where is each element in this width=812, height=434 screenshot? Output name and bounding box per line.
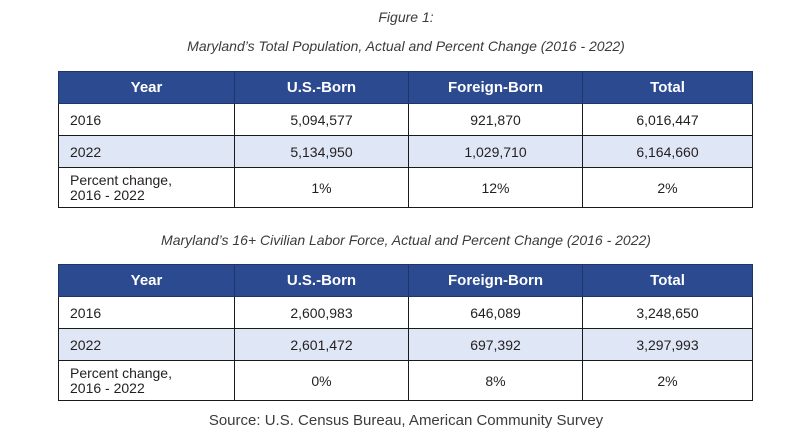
table-title-population: Maryland’s Total Population, Actual and … [187,38,625,54]
population-table: Year U.S.-Born Foreign-Born Total 2016 5… [58,71,753,208]
cell-total: 3,297,993 [582,328,753,361]
labor-force-table: Year U.S.-Born Foreign-Born Total 2016 2… [58,264,753,401]
cell-foreign-born: 921,870 [408,103,583,136]
figure-label: Figure 1: [378,9,434,25]
column-header-year: Year [58,71,235,104]
column-header-total: Total [582,71,753,104]
cell-us-born: 2,601,472 [234,328,409,361]
percent-change-label: Percent change, [70,365,172,381]
table-header-row: Year U.S.-Born Foreign-Born Total [58,71,753,104]
table-row-percent-change: Percent change, 2016 - 2022 1% 12% 2% [58,167,753,208]
cell-year: 2016 [58,103,235,136]
cell-foreign-born: 12% [408,167,583,208]
column-header-total: Total [582,264,753,297]
cell-year: 2022 [58,328,235,361]
cell-foreign-born: 1,029,710 [408,135,583,168]
column-header-us-born: U.S.-Born [234,71,409,104]
cell-year: 2022 [58,135,235,168]
cell-foreign-born: 697,392 [408,328,583,361]
cell-total: 2% [582,167,753,208]
percent-change-label: Percent change, [70,172,172,188]
cell-us-born: 2,600,983 [234,296,409,329]
column-header-us-born: U.S.-Born [234,264,409,297]
percent-change-range: 2016 - 2022 [70,380,145,396]
cell-us-born: 1% [234,167,409,208]
table-row: 2016 2,600,983 646,089 3,248,650 [58,296,753,329]
column-header-foreign-born: Foreign-Born [408,264,583,297]
cell-total: 3,248,650 [582,296,753,329]
column-header-foreign-born: Foreign-Born [408,71,583,104]
cell-total: 2% [582,360,753,401]
cell-us-born: 5,094,577 [234,103,409,136]
table-row: 2022 2,601,472 697,392 3,297,993 [58,328,753,361]
percent-change-range: 2016 - 2022 [70,187,145,203]
source-note: Source: U.S. Census Bureau, American Com… [208,412,604,429]
cell-us-born: 5,134,950 [234,135,409,168]
cell-year: Percent change, 2016 - 2022 [58,167,235,208]
cell-foreign-born: 646,089 [408,296,583,329]
table-header-row: Year U.S.-Born Foreign-Born Total [58,264,753,297]
cell-us-born: 0% [234,360,409,401]
table-title-labor-force: Maryland’s 16+ Civilian Labor Force, Act… [161,232,651,248]
cell-total: 6,164,660 [582,135,753,168]
cell-total: 6,016,447 [582,103,753,136]
cell-year: Percent change, 2016 - 2022 [58,360,235,401]
column-header-year: Year [58,264,235,297]
cell-foreign-born: 8% [408,360,583,401]
cell-year: 2016 [58,296,235,329]
table-row-percent-change: Percent change, 2016 - 2022 0% 8% 2% [58,360,753,401]
table-row: 2016 5,094,577 921,870 6,016,447 [58,103,753,136]
table-row: 2022 5,134,950 1,029,710 6,164,660 [58,135,753,168]
